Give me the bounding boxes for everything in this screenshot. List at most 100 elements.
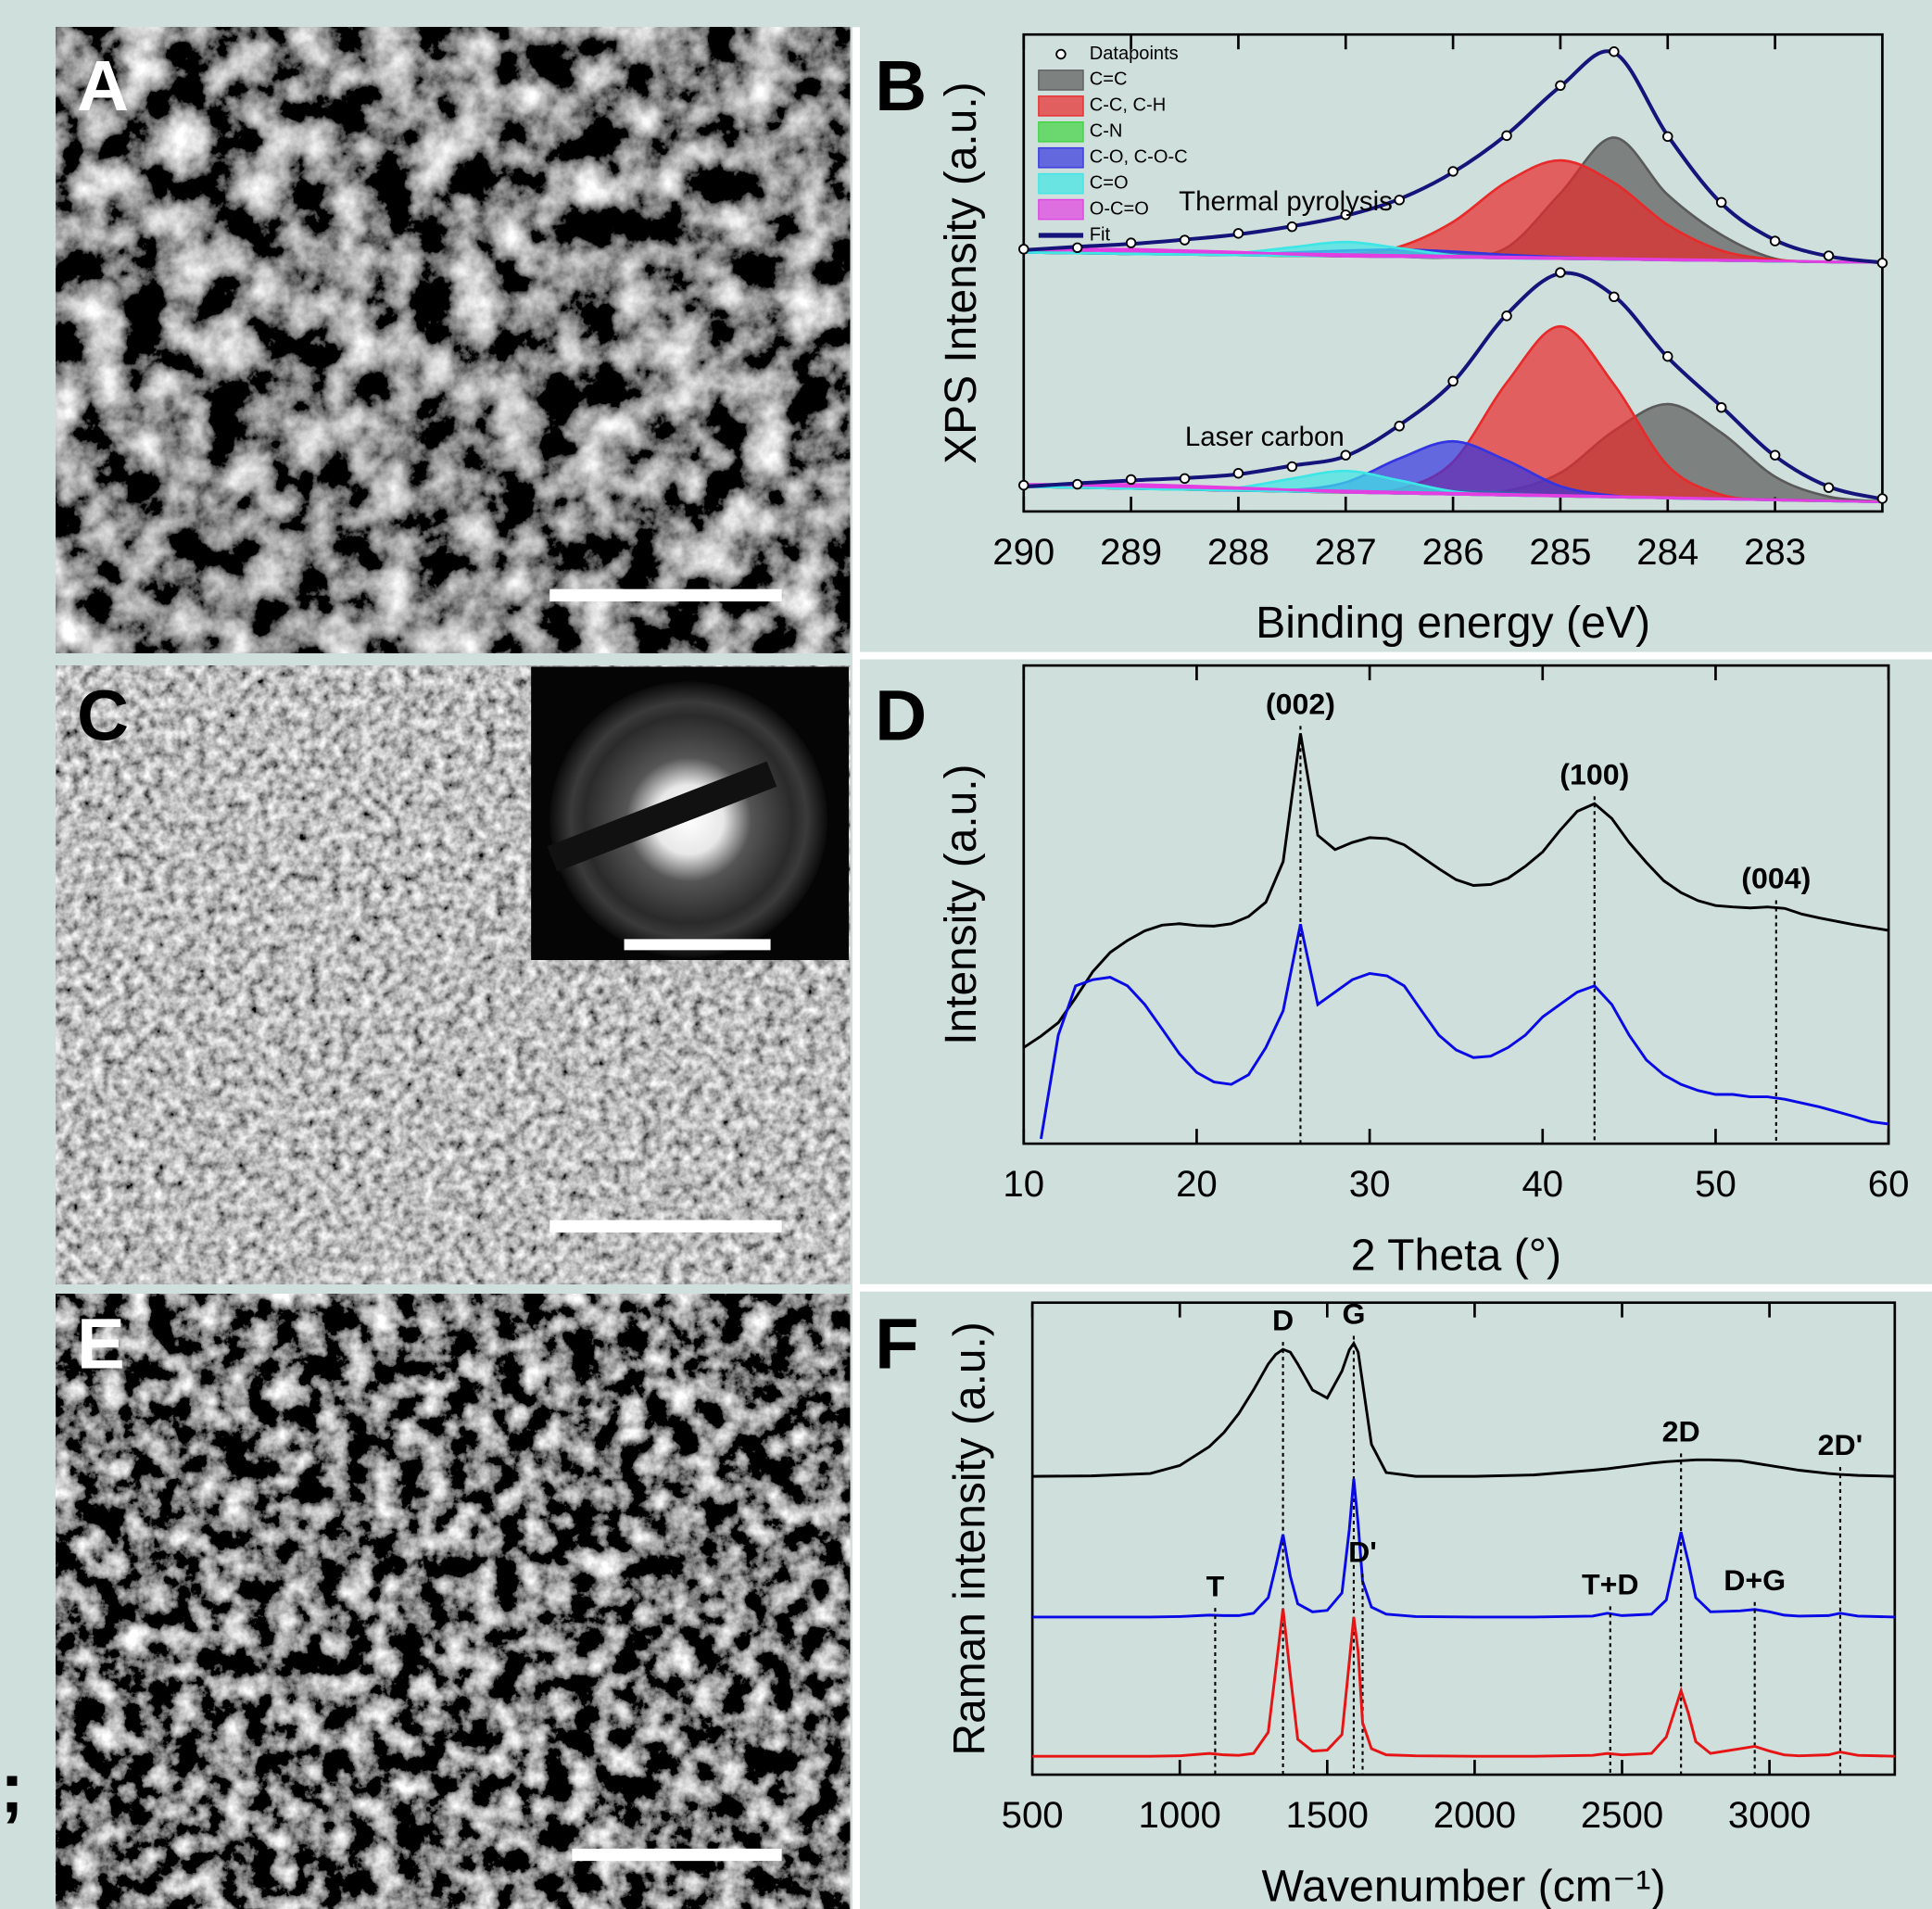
scale-bar xyxy=(625,939,771,950)
x-tick-label: 50 xyxy=(1695,1164,1736,1205)
peak-label: G xyxy=(1342,1297,1365,1331)
separator xyxy=(860,1284,1932,1292)
legend-marker xyxy=(1039,96,1083,116)
y-axis-title: Raman intensity (a.u.) xyxy=(945,1321,994,1755)
x-tick-label: 20 xyxy=(1176,1164,1218,1205)
datapoint xyxy=(1556,268,1565,277)
legend-label: C-C, C-H xyxy=(1090,95,1167,116)
x-axis-title: Wavenumber (cm⁻¹) xyxy=(1261,1863,1665,1909)
datapoint xyxy=(1127,475,1136,485)
datapoint xyxy=(1395,196,1404,205)
group-label: Laser carbon xyxy=(1185,422,1345,452)
x-tick-label: 289 xyxy=(1100,532,1162,573)
peak-label: T xyxy=(1206,1569,1225,1602)
datapoint xyxy=(1288,222,1297,232)
datapoint xyxy=(1502,311,1511,321)
panel-label: A xyxy=(77,46,129,126)
x-tick-label: 288 xyxy=(1207,532,1269,573)
datapoint xyxy=(1448,377,1458,386)
datapoint xyxy=(1288,462,1297,472)
x-tick-label: 2000 xyxy=(1433,1795,1516,1836)
datapoint xyxy=(1019,481,1029,490)
datapoint xyxy=(1502,132,1511,141)
x-tick-label: 286 xyxy=(1422,532,1484,573)
legend-label: C=C xyxy=(1090,70,1128,90)
scale-bar xyxy=(549,1220,781,1233)
datapoint xyxy=(1825,483,1834,492)
legend-marker xyxy=(1039,70,1083,90)
legend-label: O-C=O xyxy=(1090,198,1149,219)
datapoint xyxy=(1717,403,1726,412)
panel-label: B xyxy=(875,46,927,126)
datapoint xyxy=(1181,474,1190,484)
peak-label: (002) xyxy=(1266,688,1335,721)
datapoint xyxy=(1127,238,1136,247)
x-axis-title: Binding energy (eV) xyxy=(1256,599,1650,648)
edge-text: ; xyxy=(0,1749,24,1828)
panel-label: F xyxy=(875,1305,918,1384)
x-tick-label: 500 xyxy=(1002,1795,1064,1836)
peak-label: (100) xyxy=(1559,758,1629,791)
peak-label: (004) xyxy=(1741,862,1811,895)
legend-label: C=O xyxy=(1090,172,1129,193)
separator xyxy=(860,652,1932,660)
scale-bar xyxy=(572,1849,781,1861)
peak-label: 2D xyxy=(1662,1415,1700,1448)
legend-label: C-N xyxy=(1090,121,1123,142)
datapoint xyxy=(1234,469,1244,478)
datapoint xyxy=(1234,229,1244,238)
datapoint xyxy=(1610,293,1619,302)
datapoint xyxy=(1771,450,1780,460)
panel-label: E xyxy=(77,1305,125,1384)
legend-marker xyxy=(1039,148,1083,168)
x-tick-label: 290 xyxy=(992,532,1054,573)
x-tick-label: 2500 xyxy=(1581,1795,1663,1836)
separator xyxy=(852,27,860,1909)
datapoint xyxy=(1717,198,1726,208)
page: A B C D E F ; 290289288287286285284283Bi… xyxy=(0,0,1932,1909)
datapoint xyxy=(1663,352,1673,361)
datapoint xyxy=(1556,82,1565,91)
sem-image-e xyxy=(56,1294,850,1909)
figure: A B C D E F ; 290289288287286285284283Bi… xyxy=(0,0,1932,1909)
legend-label: C-O, C-O-C xyxy=(1090,147,1188,168)
datapoint xyxy=(1771,236,1780,246)
x-tick-label: 60 xyxy=(1868,1164,1910,1205)
y-axis-title: Intensity (a.u.) xyxy=(937,765,986,1045)
datapoint xyxy=(1073,244,1082,253)
datapoint xyxy=(1825,251,1834,260)
x-tick-label: 285 xyxy=(1529,532,1591,573)
datapoint xyxy=(1073,480,1082,489)
datapoint xyxy=(1019,245,1029,254)
x-tick-label: 3000 xyxy=(1728,1795,1811,1836)
datapoint xyxy=(1878,259,1888,268)
peak-label: 2D' xyxy=(1818,1428,1863,1461)
legend-marker xyxy=(1039,174,1083,194)
x-tick-label: 40 xyxy=(1522,1164,1563,1205)
x-tick-label: 10 xyxy=(1003,1164,1044,1205)
x-tick-label: 1000 xyxy=(1139,1795,1221,1836)
datapoint xyxy=(1878,494,1888,503)
legend-marker xyxy=(1039,122,1083,142)
peak-label: T+D xyxy=(1582,1568,1639,1601)
x-axis-title: 2 Theta (°) xyxy=(1351,1232,1561,1281)
datapoint xyxy=(1663,133,1673,142)
datapoint xyxy=(1395,422,1404,431)
panel-label: D xyxy=(875,676,927,756)
x-tick-label: 287 xyxy=(1315,532,1377,573)
x-tick-label: 1500 xyxy=(1286,1795,1369,1836)
panel-label: C xyxy=(77,676,129,756)
datapoint xyxy=(1181,235,1190,245)
datapoint xyxy=(1448,167,1458,176)
datapoint xyxy=(1610,47,1619,57)
y-axis-title: XPS Intensity (a.u.) xyxy=(937,82,986,463)
x-tick-label: 30 xyxy=(1349,1164,1391,1205)
x-tick-label: 284 xyxy=(1636,532,1698,573)
scale-bar xyxy=(549,589,781,601)
peak-label: D' xyxy=(1348,1535,1377,1568)
group-label: Thermal pyrolysis xyxy=(1179,186,1393,217)
sem-image-a xyxy=(56,27,850,653)
legend-marker xyxy=(1039,199,1083,219)
peak-label: D+G xyxy=(1724,1563,1786,1597)
legend-label: Datapoints xyxy=(1090,44,1179,64)
